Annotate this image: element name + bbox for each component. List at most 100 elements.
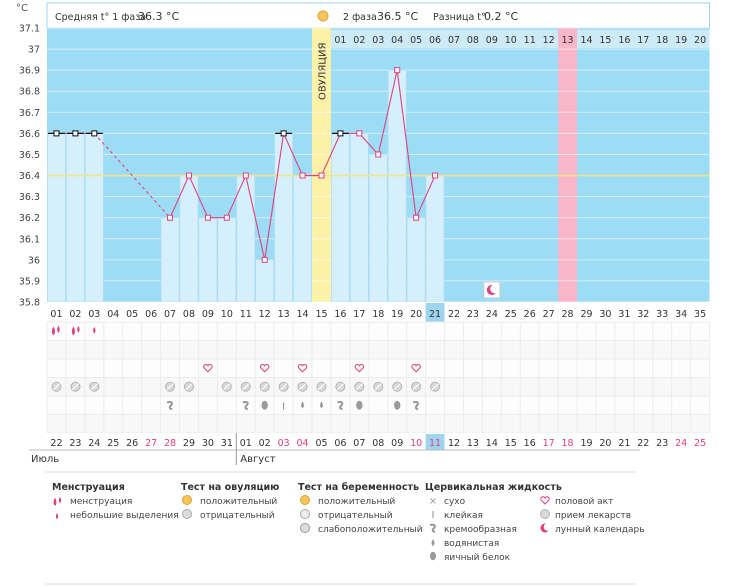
y-tick-label: 37.1 — [19, 24, 40, 35]
header-box — [46, 2, 711, 29]
menstruation-drop-icon — [53, 497, 57, 506]
cycle-day-label: 28 — [562, 309, 574, 320]
month-label-august: Август — [240, 454, 275, 465]
temp-bar — [179, 175, 199, 303]
temp-line-segment — [188, 175, 209, 218]
phase2-day-label: 15 — [599, 35, 611, 46]
legend-fluid-creamy: кремообразная — [444, 525, 517, 535]
cycle-day-label: 17 — [353, 309, 365, 320]
legend-fluid-watery: водянистая — [444, 539, 499, 549]
cycle-day-label: 30 — [599, 309, 611, 320]
temp-point — [261, 256, 268, 263]
pregtest-weak-icon — [300, 523, 310, 533]
pill-icon-line — [166, 383, 174, 391]
fluid-dry-icon: × — [429, 496, 437, 507]
date-label: 06 — [334, 438, 346, 449]
fluid-watery-legend-icon — [431, 539, 435, 546]
moon-icon-cut — [490, 284, 499, 294]
cycle-day-label: 16 — [334, 309, 346, 320]
legend-fluid-sticky: клейкая — [444, 511, 483, 521]
menstruation-drop-icon — [51, 326, 56, 336]
fluid-eggwhite-icon — [261, 400, 268, 410]
temp-point — [375, 151, 382, 158]
date-label: 31 — [221, 438, 233, 449]
fluid-creamy-icon — [337, 401, 344, 411]
fluid-creamy-legend-icon — [429, 523, 436, 533]
temp-point — [299, 172, 306, 179]
temp-point — [242, 172, 249, 179]
pill-icon-line — [90, 383, 98, 391]
temp-point — [91, 130, 98, 137]
current-day-highlight — [425, 303, 445, 322]
cycle-day-label: 34 — [675, 309, 687, 320]
date-label: 26 — [126, 438, 138, 449]
date-label: 18 — [562, 438, 574, 449]
cycle-day-label: 09 — [202, 309, 214, 320]
cycle-day-label: 20 — [410, 309, 422, 320]
date-label: 30 — [202, 438, 214, 449]
diff-value: 0.2 °C — [484, 10, 518, 23]
temp-line-segment — [169, 175, 190, 218]
date-label: 25 — [107, 438, 119, 449]
y-tick-label: 36.7 — [19, 108, 40, 119]
cycle-day-label: 08 — [183, 309, 195, 320]
menstruation-drop-icon — [93, 326, 96, 334]
date-label: 19 — [580, 438, 592, 449]
cycle-day-label: 07 — [164, 309, 176, 320]
y-tick-label: 35.8 — [19, 298, 40, 309]
date-label: 23 — [69, 438, 81, 449]
date-label: 05 — [315, 438, 327, 449]
temp-bar — [369, 154, 388, 303]
temp-line-segment — [396, 70, 417, 218]
ovtest-negative-icon — [182, 509, 192, 519]
temp-point — [223, 214, 230, 221]
temp-line-segment — [377, 70, 398, 155]
legend-moon-cut — [543, 523, 552, 531]
legend-intercourse: половой акт — [555, 497, 613, 507]
temp-point — [280, 130, 287, 137]
temp-bar — [425, 175, 445, 303]
temp-bar — [387, 69, 407, 303]
temp-bar — [160, 217, 180, 303]
temp-line-segment — [283, 133, 304, 176]
phase1-label: Средняя t° 1 фаза — [55, 12, 146, 23]
temp-point — [337, 130, 344, 137]
date-row — [47, 433, 710, 451]
temp-bar — [406, 217, 426, 303]
temp-bar — [217, 217, 237, 303]
phase2-day-label: 01 — [334, 35, 346, 46]
pill-icon-line — [374, 383, 382, 391]
fluid-sticky-legend-icon: I — [432, 510, 435, 521]
ovulation-sun-icon — [317, 10, 329, 22]
cycle-day-label: 29 — [580, 309, 592, 320]
date-label: 16 — [524, 438, 536, 449]
date-label: 08 — [372, 438, 384, 449]
fluid-creamy-icon — [166, 401, 173, 411]
legend-ovtest-negative: отрицательный — [200, 511, 275, 521]
date-label: 07 — [353, 438, 365, 449]
temp-bar — [274, 133, 293, 303]
phase2-value: 36.5 °C — [377, 10, 418, 23]
cycle-day-label: 33 — [656, 309, 668, 320]
date-label: 17 — [543, 438, 555, 449]
date-label: 03 — [278, 438, 290, 449]
menstruation-drop-icon — [71, 326, 75, 336]
temp-bar — [293, 175, 312, 303]
date-label: 24 — [88, 438, 100, 449]
intercourse-heart-icon — [411, 364, 421, 373]
legend-fluid-eggwhite: яичный белок — [444, 553, 511, 563]
legend-spotting-item: небольшие выделения — [70, 511, 179, 521]
detail-row — [47, 414, 710, 433]
date-label: 04 — [297, 438, 309, 449]
phase2-day-label: 17 — [637, 35, 649, 46]
pill-icon-line — [355, 383, 363, 391]
temp-line-segment — [358, 133, 379, 155]
unit-label: °C — [16, 3, 28, 14]
cycle-day-label: 13 — [278, 309, 290, 320]
pregtest-negative-icon — [300, 509, 310, 519]
temp-bar — [255, 259, 274, 303]
phase1-value: 36.3 °C — [138, 10, 179, 23]
detail-row — [47, 322, 710, 341]
phase2-day-row — [330, 30, 710, 48]
pill-icon-line — [412, 383, 420, 391]
